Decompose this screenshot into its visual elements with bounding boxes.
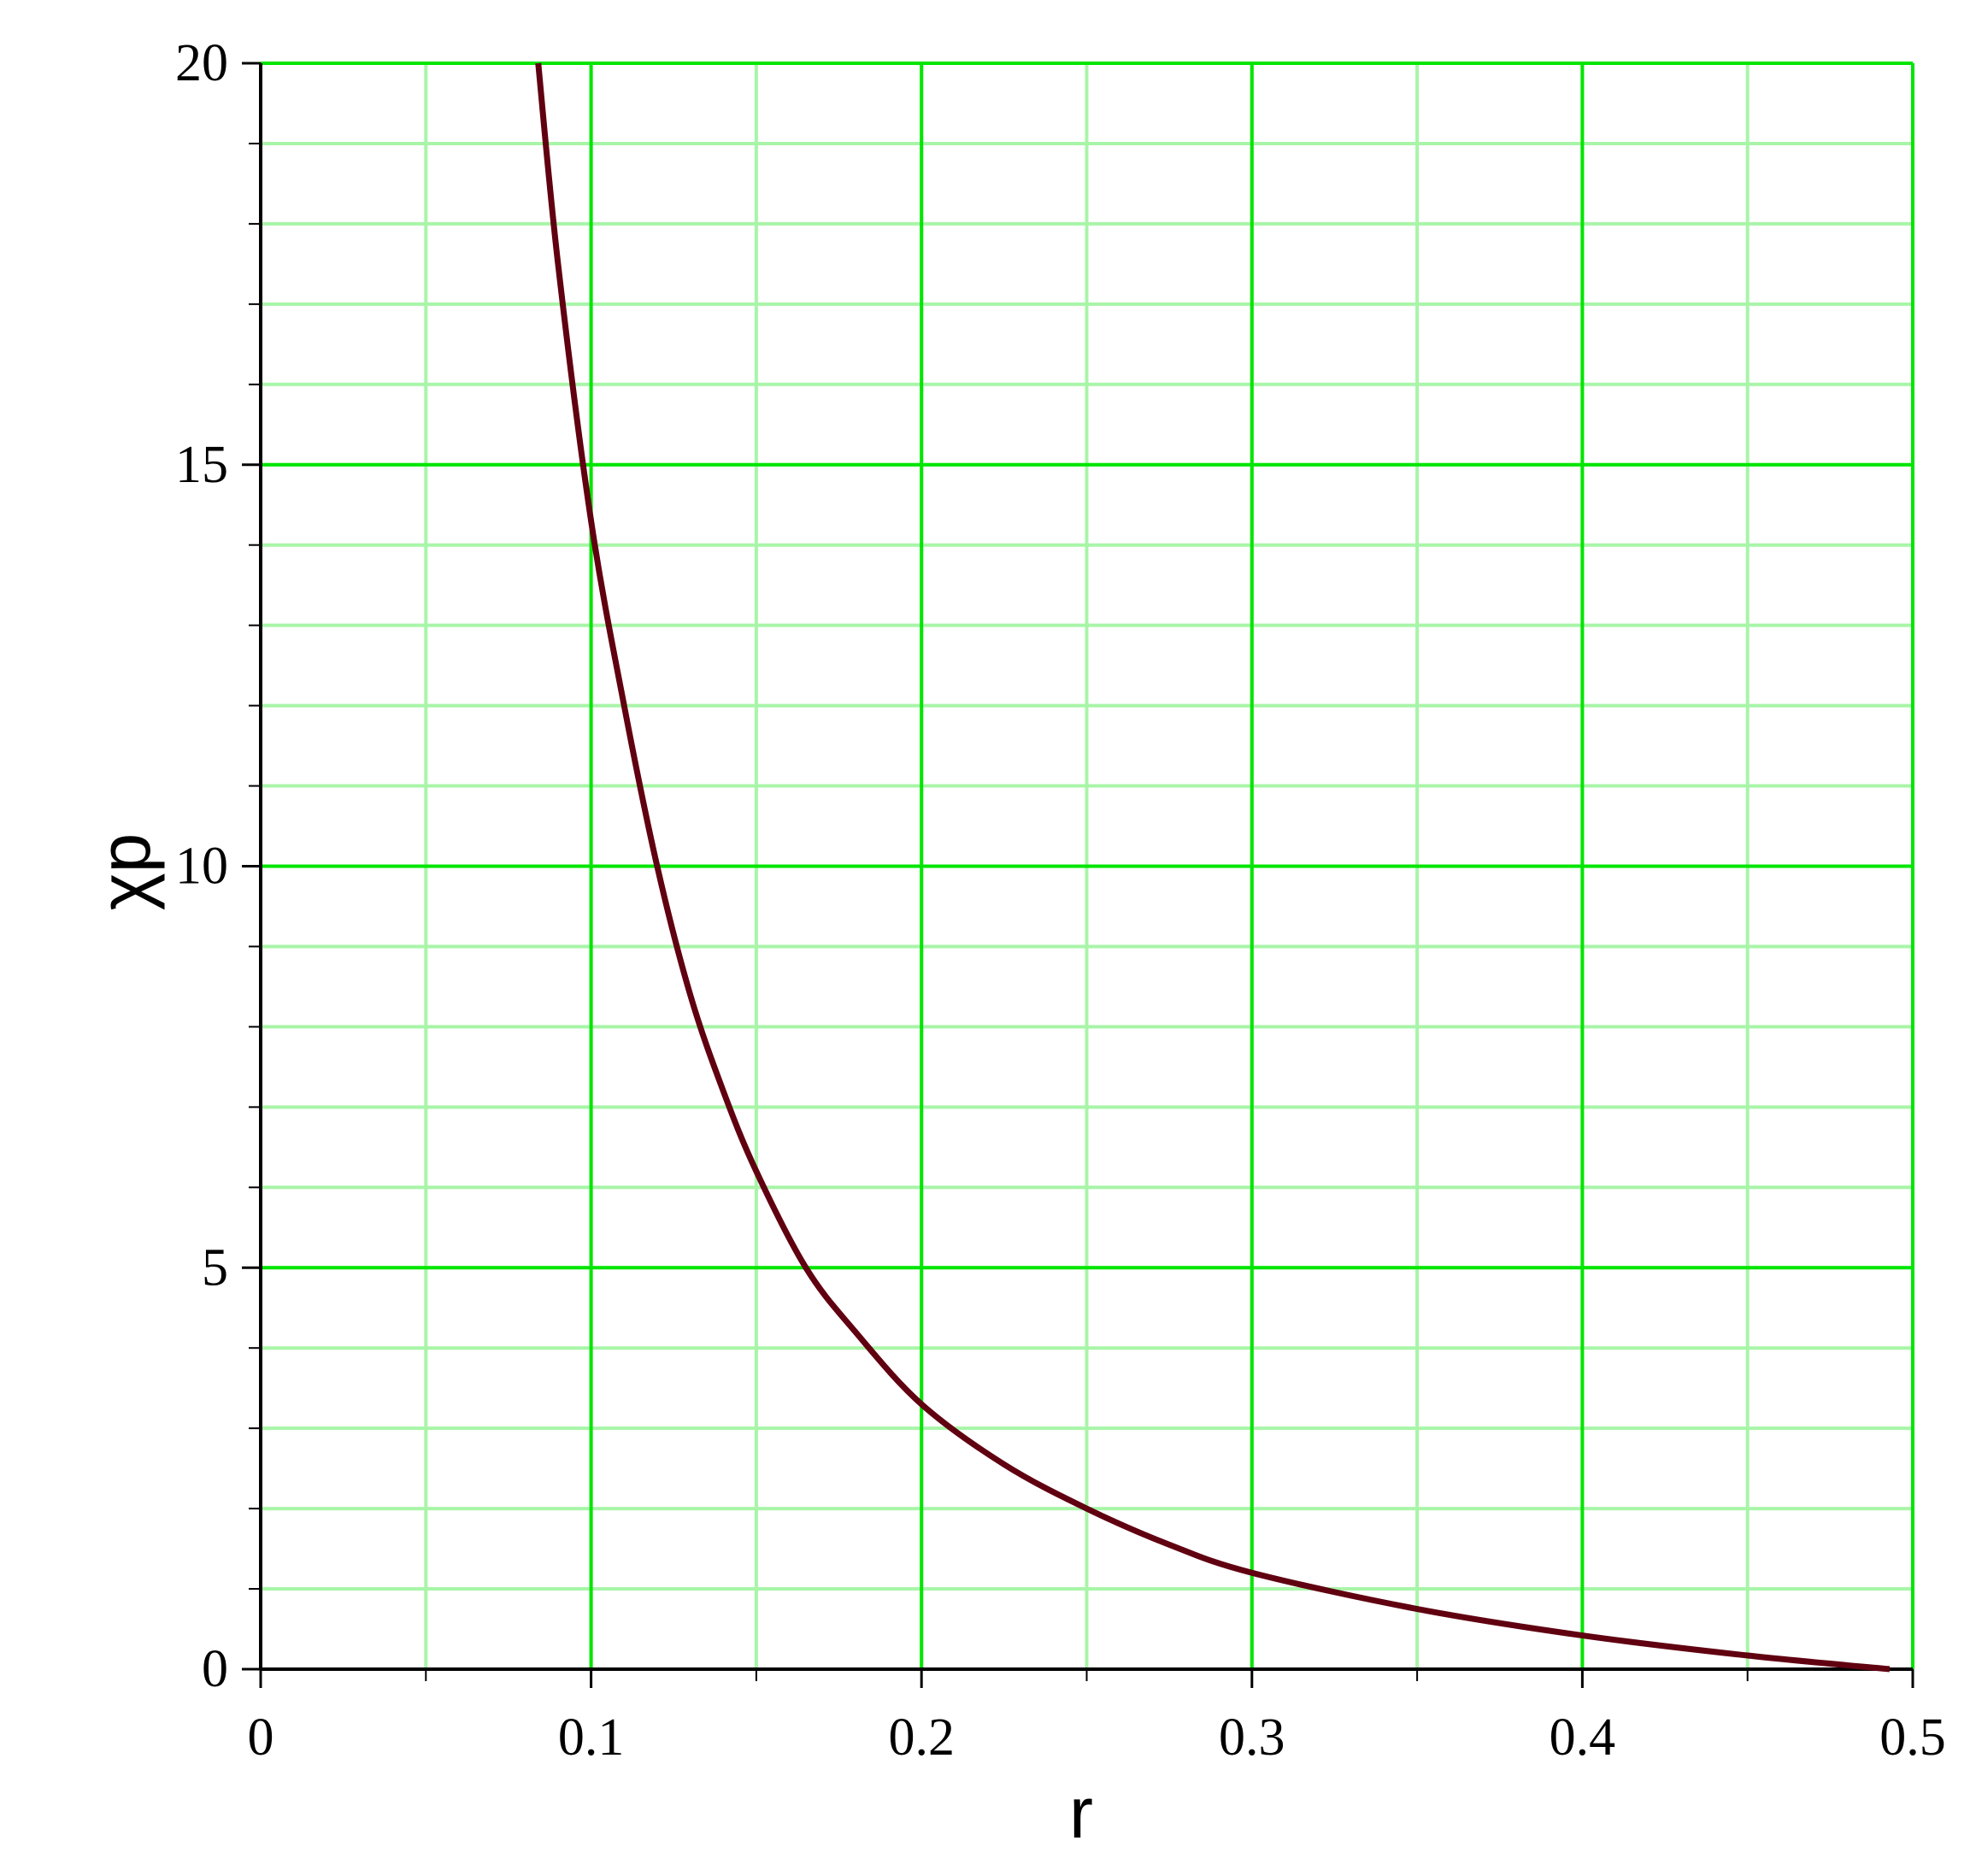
x-tick-label: 0.4 (1550, 1708, 1616, 1767)
y-tick-label: 15 (175, 436, 228, 494)
x-tick-label: 0.1 (558, 1708, 625, 1767)
y-tick-label: 20 (175, 34, 228, 92)
y-tick-label: 10 (175, 838, 228, 896)
y-tick-label: 5 (202, 1238, 228, 1297)
x-tick-label: 0.5 (1879, 1708, 1946, 1767)
x-tick-label: 0.3 (1219, 1708, 1285, 1767)
y-axis-label: χp (85, 833, 165, 911)
x-axis-label: r (1069, 1773, 1093, 1853)
data-curve (535, 62, 1891, 1673)
x-tick-label: 0.2 (888, 1708, 955, 1767)
x-tick-label: 0 (248, 1708, 274, 1767)
y-tick-label: 0 (202, 1640, 228, 1698)
